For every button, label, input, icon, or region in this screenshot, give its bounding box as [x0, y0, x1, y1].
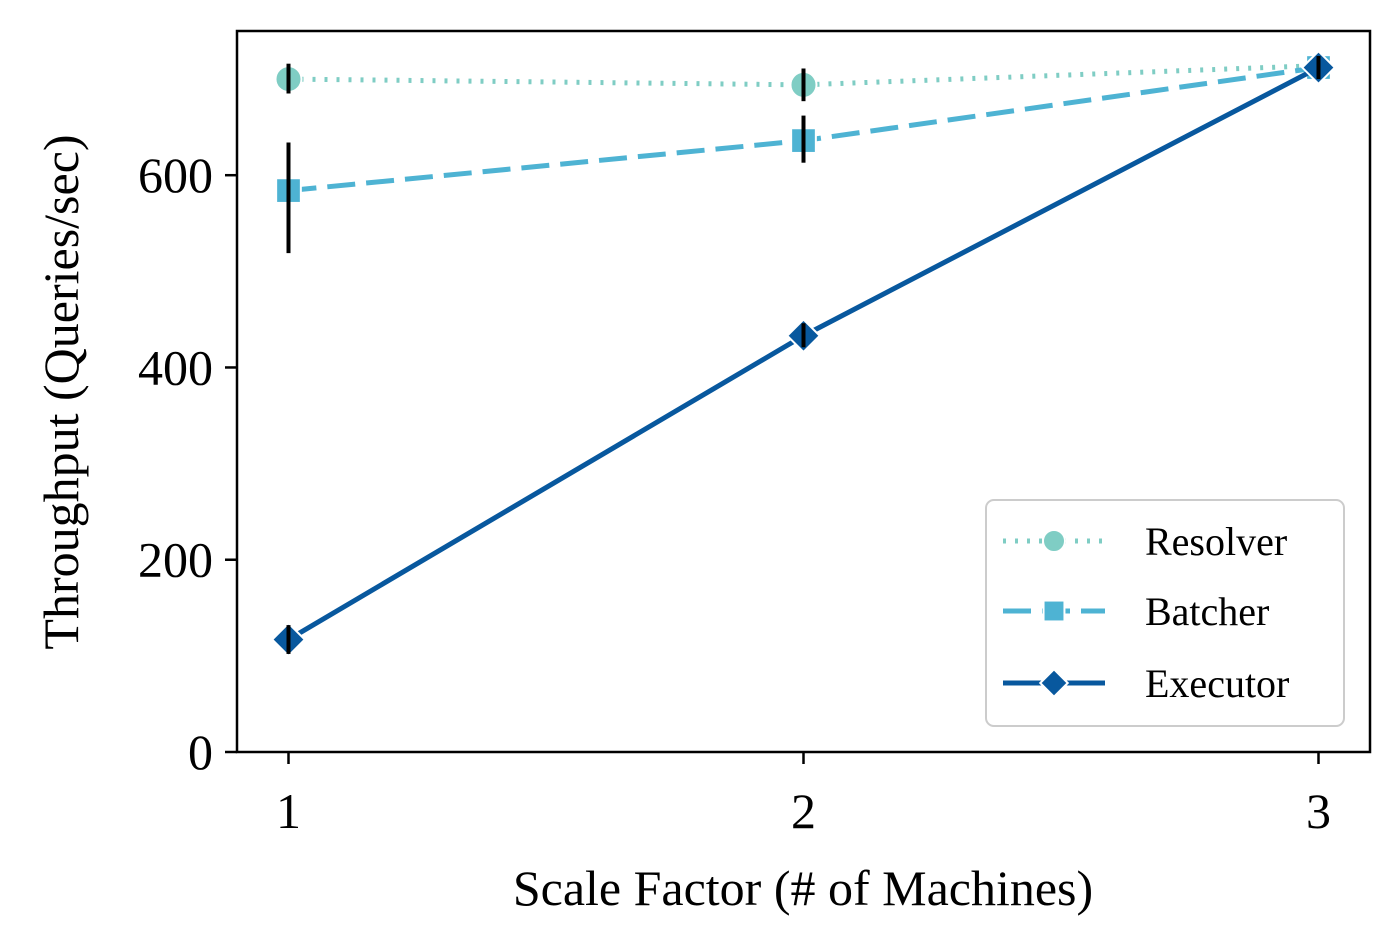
legend-executor-marker — [1038, 667, 1070, 699]
x-tick-label: 1 — [276, 783, 301, 839]
legend-batcher-marker — [1042, 599, 1066, 623]
legend: Resolver Batcher Executor — [985, 499, 1345, 727]
y-tick-label: 400 — [138, 339, 213, 395]
legend-executor-label: Executor — [1145, 661, 1289, 706]
plot-body — [270, 49, 1337, 658]
x-tick-label: 2 — [791, 783, 816, 839]
axis-ticks: 1 2 3 0 200 400 600 — [138, 147, 1331, 839]
series-resolver — [274, 51, 1333, 102]
y-tick-label: 0 — [188, 724, 213, 780]
series-executor — [270, 49, 1337, 658]
legend-frame — [985, 499, 1345, 727]
legend-resolver-marker — [1042, 529, 1066, 553]
y-axis-label: Throughput (Queries/sec) — [33, 134, 89, 649]
x-tick-label: 3 — [1306, 783, 1331, 839]
legend-batcher-label: Batcher — [1145, 589, 1269, 634]
x-axis-label: Scale Factor (# of Machines) — [513, 860, 1093, 916]
y-tick-label: 200 — [138, 532, 213, 588]
legend-resolver-label: Resolver — [1145, 519, 1287, 564]
y-tick-label: 600 — [138, 147, 213, 203]
